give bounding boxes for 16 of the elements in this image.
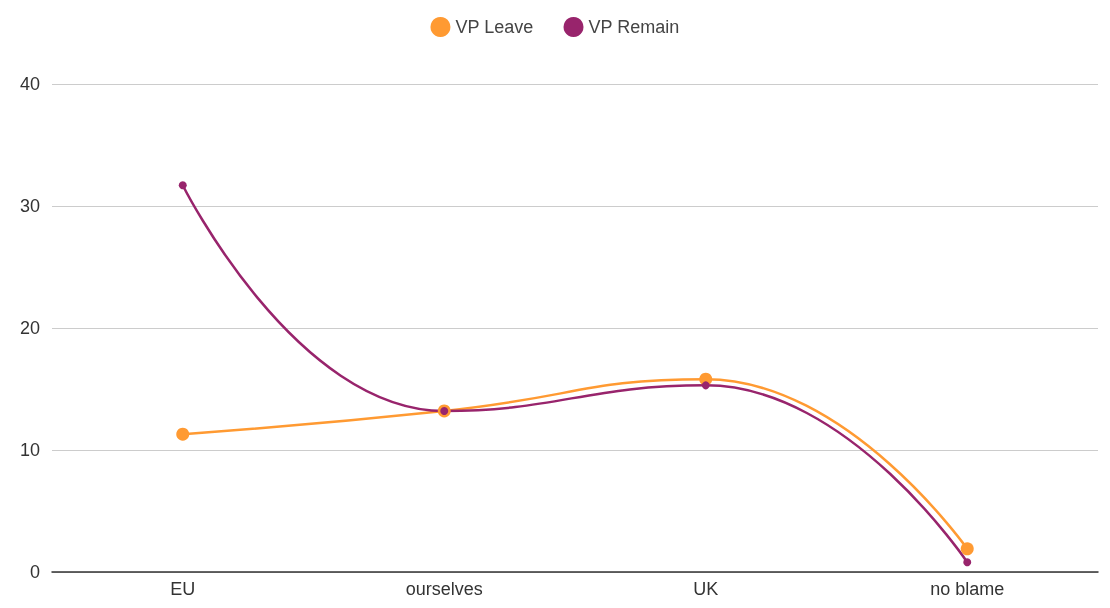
point [178,181,187,190]
x-tick-label: UK [693,579,719,599]
legend-label: VP Remain [588,17,680,37]
point [701,381,710,390]
x-tick-label: ourselves [405,579,483,599]
y-tick-label: 10 [19,440,40,460]
y-tick-label: 40 [19,74,40,94]
x-tick-label: EU [170,579,196,599]
point [960,542,974,556]
x-tick-label: no blame [930,579,1005,599]
y-tick-label: 0 [29,562,40,582]
y-tick-label: 20 [19,318,40,338]
point [176,427,190,441]
legend-label: VP Leave [455,17,534,37]
y-tick-label: 30 [19,196,40,216]
point [963,558,972,567]
